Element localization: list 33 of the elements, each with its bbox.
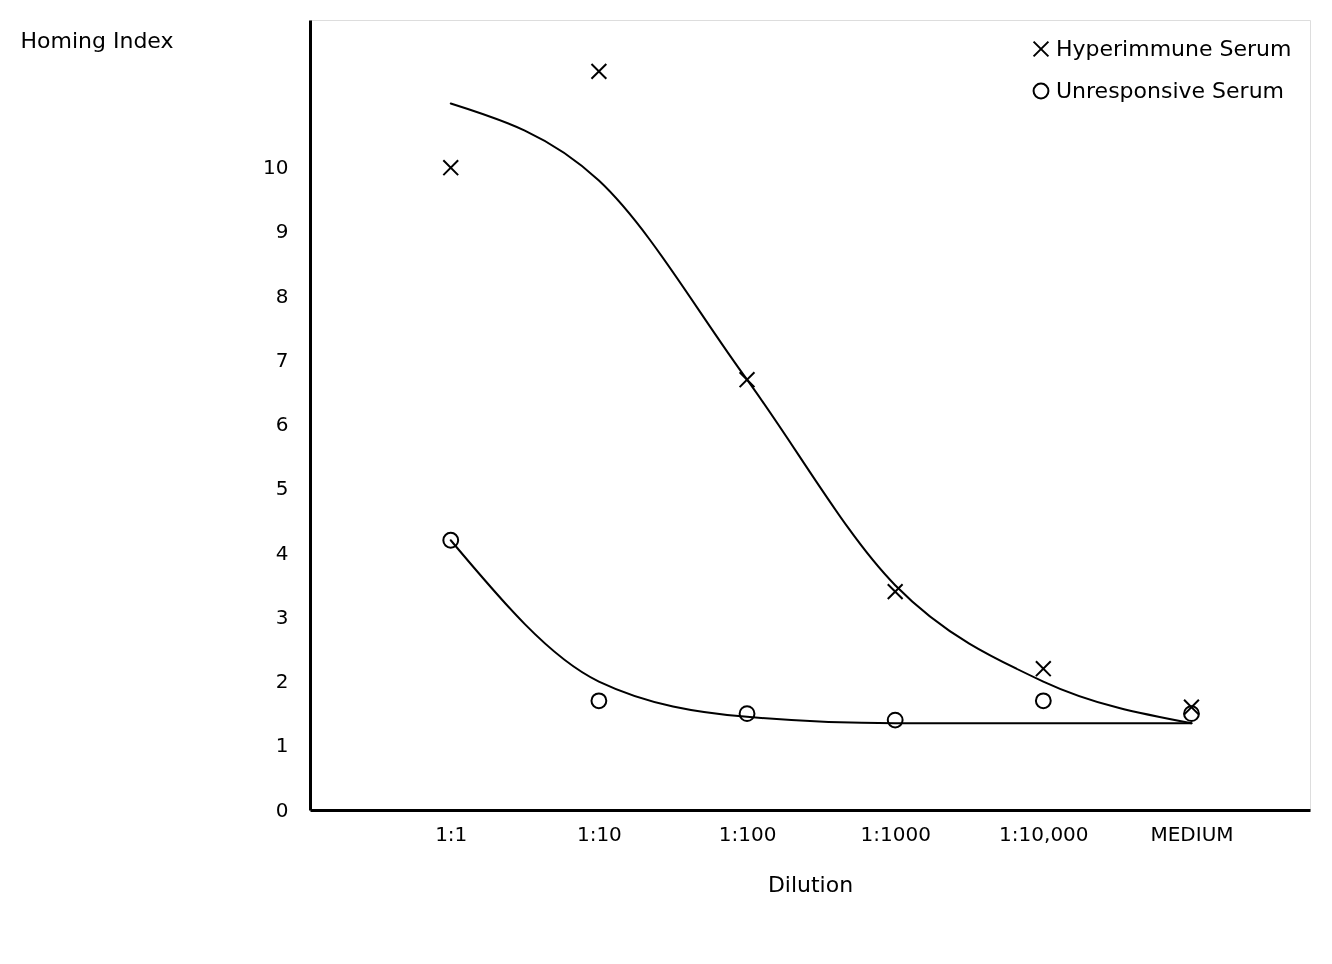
x-tick-label: 1:10: [576, 821, 622, 846]
y-tick-label: 8: [275, 283, 289, 308]
point: [1183, 698, 1200, 716]
y-tick-label: 10: [263, 155, 289, 180]
y-axis-title: Homing Index: [20, 27, 174, 53]
point: [886, 583, 904, 601]
point: [738, 705, 756, 723]
point: [886, 711, 904, 729]
x-tick-label: 1:1: [435, 821, 468, 846]
x-axis-title: Dilution: [767, 871, 854, 897]
x-tick-label: MEDIUM: [1150, 821, 1234, 846]
point: [1034, 692, 1052, 710]
y-tick-label: 6: [275, 412, 289, 437]
x-tick-label: 1:1000: [860, 821, 931, 846]
y-tick-label: 4: [275, 540, 289, 565]
point: [590, 692, 608, 710]
point: [738, 371, 756, 389]
y-tick-label: 0: [275, 797, 289, 822]
y-tick-label: 1: [275, 733, 289, 758]
x-tick-label: 1:10,000: [999, 821, 1089, 846]
y-tick-label: 2: [275, 669, 289, 694]
legend-label: Unresponsive Serum: [1056, 78, 1285, 103]
point: [442, 531, 460, 549]
legend-label: Hyperimmune Serum: [1056, 36, 1292, 61]
point: [1183, 705, 1200, 723]
point: [1034, 660, 1052, 678]
y-tick-label: 3: [275, 604, 289, 629]
x-tick-label: 1:100: [718, 821, 777, 846]
y-tick-label: 9: [275, 219, 289, 244]
y-tick-label: 7: [275, 347, 289, 372]
y-tick-label: 5: [275, 476, 289, 501]
point: [442, 159, 460, 177]
point: [590, 62, 608, 80]
